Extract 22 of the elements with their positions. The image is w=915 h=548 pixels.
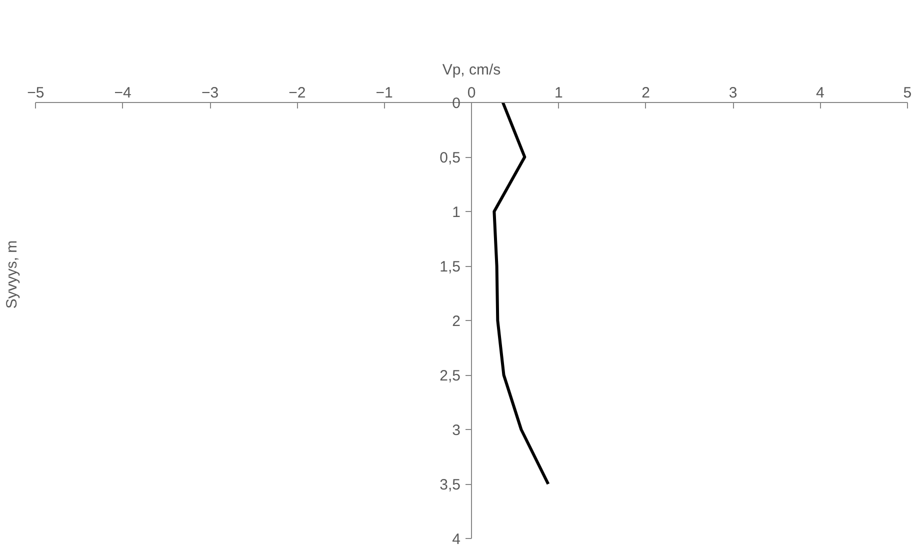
y-tick-label: 1 [452,204,461,221]
y-axis-title: Syvyys, m [4,240,20,309]
y-tick-label: 2 [452,313,461,330]
y-tick-label: 3 [452,422,461,439]
x-tick-label: 2 [642,84,650,102]
x-tick-label: −5 [27,84,44,102]
x-tick-label: 1 [554,84,563,102]
x-tick-label: 3 [728,84,738,102]
line-series [492,101,550,486]
x-tick-label: 4 [816,84,824,102]
y-tick-label: 1,5 [440,258,461,276]
y-tick-label: 3,5 [440,476,461,494]
x-tick-label: 5 [903,84,912,102]
y-tick-label: 0,5 [440,150,461,166]
x-tick-label: −2 [288,84,306,102]
y-tick-label: 4 [452,531,461,548]
x-tick-label: −4 [114,84,132,102]
y-tick-label: 2,5 [440,368,461,384]
x-tick-label: −3 [201,84,219,102]
x-tick-label: −1 [376,84,393,102]
x-axis-title: Vp, cm/s [442,62,501,78]
x-tick-label: 0 [467,84,476,102]
